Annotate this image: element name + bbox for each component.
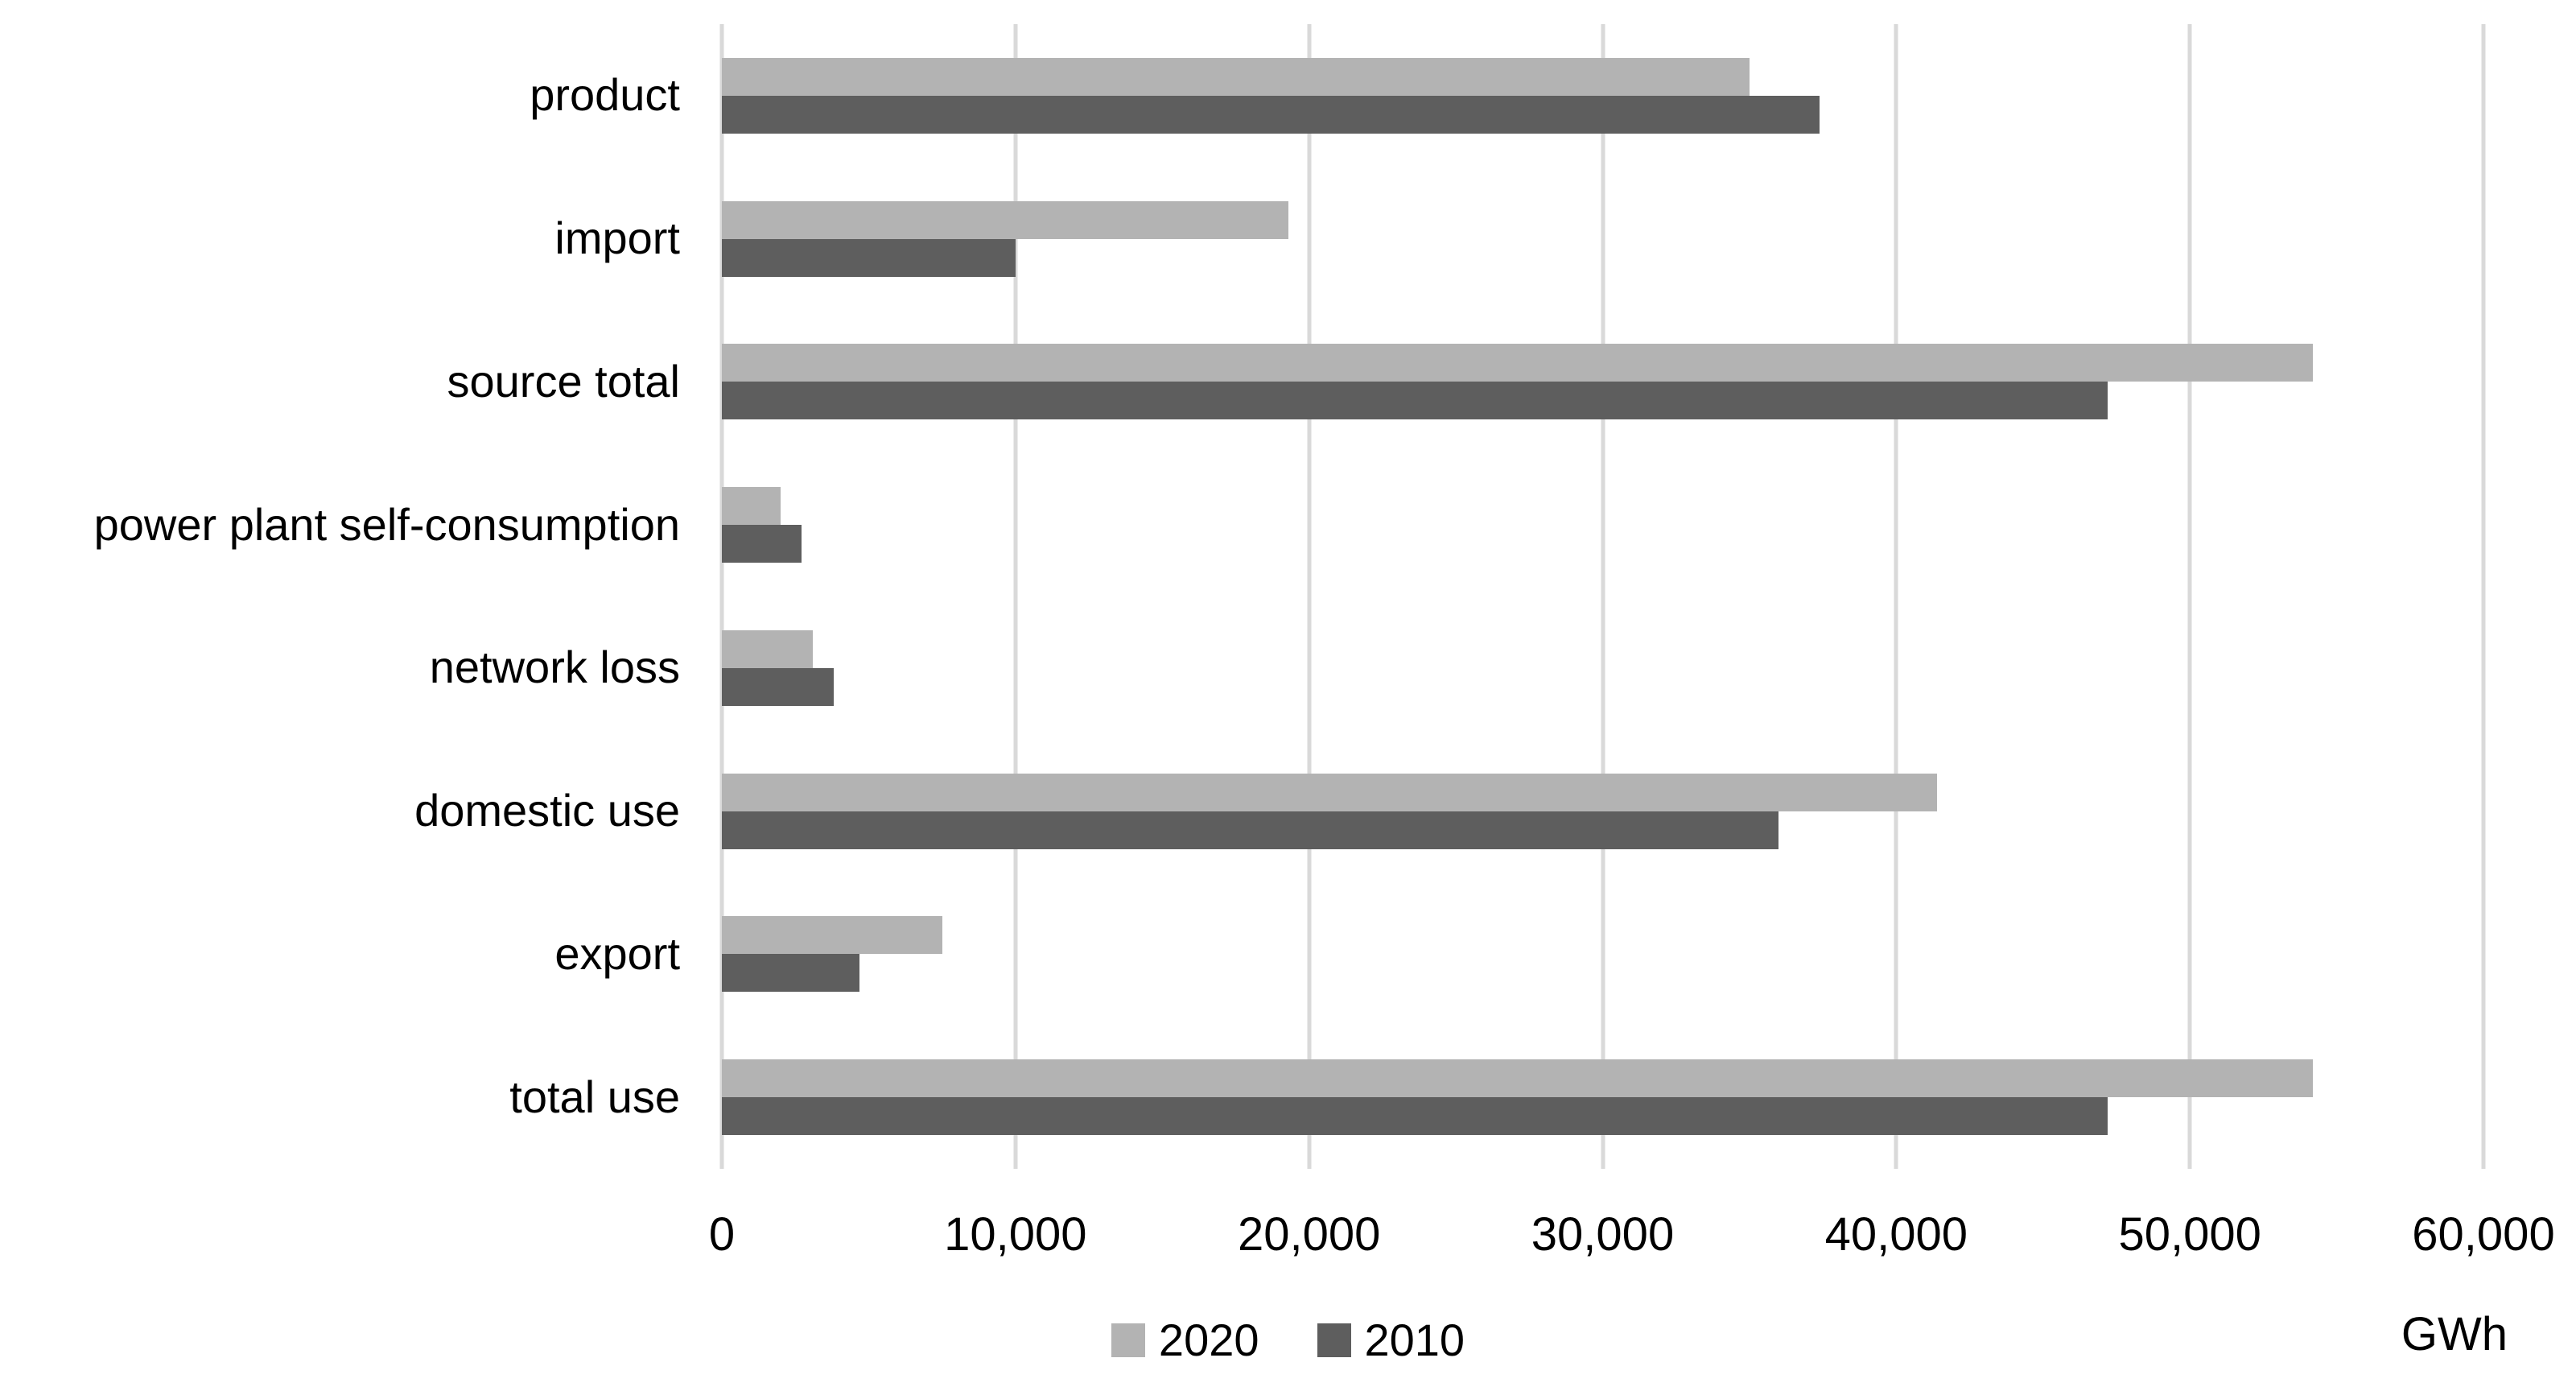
category-label-total-use: total use bbox=[509, 1071, 680, 1122]
bar-2020-source-total bbox=[722, 344, 2314, 382]
gridline-1 bbox=[1013, 24, 1018, 1169]
gridline-6 bbox=[2481, 24, 2486, 1169]
bar-2010-power-plant-self-consumption bbox=[722, 525, 802, 563]
gridline-3 bbox=[1601, 24, 1605, 1169]
x-tick-0: 0 bbox=[708, 1208, 736, 1261]
bar-2020-domestic-use bbox=[722, 773, 1938, 811]
x-tick-6: 60,000 bbox=[2412, 1208, 2555, 1261]
bar-group-network-loss bbox=[722, 629, 2483, 706]
x-tick-2: 20,000 bbox=[1237, 1208, 1381, 1261]
chart-row-source-total: source total bbox=[0, 311, 2576, 454]
legend-swatch-2020 bbox=[1111, 1323, 1145, 1357]
bar-group-power-plant-self-consumption bbox=[722, 487, 2483, 563]
category-label-power-plant-self-consumption: power plant self-consumption bbox=[93, 498, 680, 550]
category-label-source-total: source total bbox=[447, 355, 681, 407]
bar-2010-network-loss bbox=[722, 667, 834, 706]
gridline-4 bbox=[1894, 24, 1898, 1169]
bar-group-source-total bbox=[722, 344, 2483, 420]
category-label-product: product bbox=[530, 69, 680, 121]
legend-label-2010: 2010 bbox=[1364, 1315, 1465, 1365]
bar-group-total-use bbox=[722, 1059, 2483, 1136]
bar-group-domestic-use bbox=[722, 773, 2483, 849]
bar-2010-import bbox=[722, 238, 1016, 277]
x-tick-5: 50,000 bbox=[2118, 1208, 2261, 1261]
x-axis: 0 10,000 20,000 30,000 40,000 50,000 60,000 bbox=[709, 1207, 2555, 1265]
x-tick-3: 30,000 bbox=[1531, 1208, 1675, 1261]
legend-item-2020: 2020 bbox=[1111, 1314, 1259, 1366]
bar-2020-total-use bbox=[722, 1059, 2314, 1098]
bar-2010-export bbox=[722, 954, 860, 993]
gridline-5 bbox=[2187, 24, 2192, 1169]
bar-2010-source-total bbox=[722, 382, 2108, 420]
category-label-export: export bbox=[554, 927, 680, 979]
chart-row-export: export bbox=[0, 883, 2576, 1026]
bar-2020-import bbox=[722, 200, 1289, 239]
chart-row-import: import bbox=[0, 167, 2576, 311]
bar-2010-total-use bbox=[722, 1097, 2108, 1136]
x-tick-4: 40,000 bbox=[1824, 1208, 1968, 1261]
bar-2020-network-loss bbox=[722, 629, 814, 668]
chart-row-power-plant-self-consumption: power plant self-consumption bbox=[0, 453, 2576, 596]
category-label-import: import bbox=[554, 213, 680, 264]
category-label-domestic-use: domestic use bbox=[414, 785, 680, 836]
bar-2020-power-plant-self-consumption bbox=[722, 487, 781, 526]
legend-swatch-2010 bbox=[1317, 1323, 1351, 1357]
bar-2010-domestic-use bbox=[722, 811, 1779, 849]
legend-item-2010: 2010 bbox=[1317, 1314, 1465, 1366]
chart-row-product: product bbox=[0, 24, 2576, 167]
bar-group-product bbox=[722, 57, 2483, 134]
gridline-0 bbox=[719, 24, 724, 1169]
bar-2020-product bbox=[722, 57, 1750, 96]
legend: 2020 2010 bbox=[0, 1314, 2576, 1366]
x-tick-1: 10,000 bbox=[944, 1208, 1087, 1261]
bar-2010-product bbox=[722, 95, 1820, 134]
bar-group-export bbox=[722, 916, 2483, 993]
chart-row-domestic-use: domestic use bbox=[0, 740, 2576, 883]
axis-unit-label: GWh bbox=[2401, 1308, 2508, 1360]
plot-area bbox=[719, 24, 2486, 1169]
legend-label-2020: 2020 bbox=[1158, 1315, 1259, 1365]
chart-row-total-use: total use bbox=[0, 1026, 2576, 1169]
chart-rows: product import source total power plant sel… bbox=[0, 24, 2576, 1169]
chart-row-network-loss: network loss bbox=[0, 596, 2576, 740]
gridline-2 bbox=[1307, 24, 1312, 1169]
bar-2020-export bbox=[722, 916, 942, 955]
bar-group-import bbox=[722, 200, 2483, 277]
category-label-network-loss: network loss bbox=[429, 642, 680, 693]
